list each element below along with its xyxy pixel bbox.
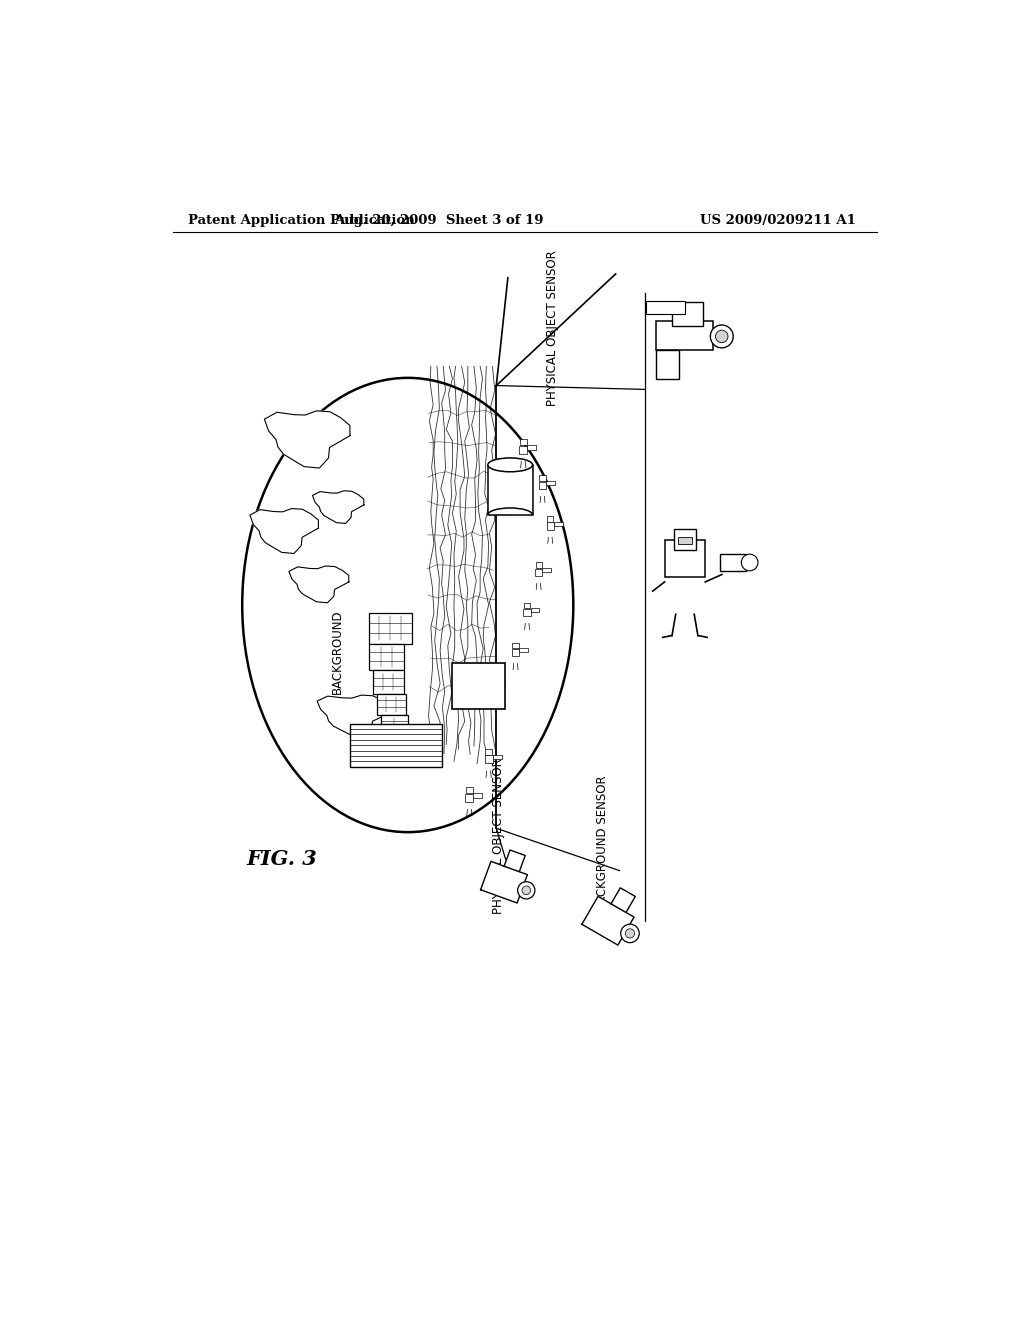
Bar (546, 480, 555, 486)
Bar (543, 568, 551, 573)
Bar (665, 540, 706, 577)
Bar (554, 521, 562, 527)
Text: PHYSICAL
OBJECT B: PHYSICAL OBJECT B (501, 465, 520, 515)
Bar (547, 516, 553, 521)
Bar (678, 537, 692, 544)
Bar (674, 529, 696, 549)
Bar (672, 302, 703, 326)
Text: US 2009/0209211 A1: US 2009/0209211 A1 (700, 214, 856, 227)
Circle shape (626, 929, 635, 939)
Bar (720, 554, 745, 570)
Circle shape (621, 924, 639, 942)
Text: PHYSICAL OBJECT SENSOR: PHYSICAL OBJECT SENSOR (547, 249, 559, 405)
Circle shape (518, 882, 535, 899)
Bar (536, 562, 542, 568)
Polygon shape (317, 696, 390, 737)
Bar (484, 755, 493, 763)
Text: PHYSICAL OBJECT SENSOR: PHYSICAL OBJECT SENSOR (493, 758, 506, 913)
Bar (524, 602, 530, 609)
Bar (539, 482, 546, 488)
Polygon shape (504, 850, 525, 871)
Text: FIG. 3: FIG. 3 (246, 849, 316, 869)
Bar (519, 648, 528, 652)
Bar (466, 787, 473, 793)
Bar (520, 440, 526, 445)
Polygon shape (312, 491, 364, 524)
Bar (466, 793, 473, 801)
Text: Aug. 20, 2009  Sheet 3 of 19: Aug. 20, 2009 Sheet 3 of 19 (334, 214, 544, 227)
Bar (350, 725, 442, 767)
Bar (512, 648, 519, 656)
Bar (535, 569, 543, 576)
Text: PHYSICAL
OBJECT A: PHYSICAL OBJECT A (452, 675, 506, 697)
Bar (523, 609, 530, 616)
Ellipse shape (487, 458, 532, 471)
Bar (530, 609, 540, 612)
Polygon shape (264, 411, 350, 469)
Bar (656, 350, 679, 379)
Bar (370, 612, 412, 644)
Bar (646, 301, 685, 314)
Bar (493, 755, 502, 759)
Circle shape (741, 554, 758, 570)
Bar (547, 523, 554, 529)
Circle shape (716, 330, 728, 343)
Bar (519, 446, 527, 454)
Polygon shape (289, 566, 349, 603)
Circle shape (522, 886, 530, 895)
Text: BACKGROUND SENSOR: BACKGROUND SENSOR (596, 775, 609, 912)
Circle shape (711, 325, 733, 348)
Bar (370, 644, 403, 671)
Polygon shape (611, 888, 635, 912)
Bar (487, 465, 532, 515)
Bar (373, 671, 403, 693)
Bar (656, 321, 714, 350)
Bar (485, 748, 492, 755)
Polygon shape (250, 508, 318, 553)
Bar (385, 734, 431, 751)
Bar (512, 643, 518, 648)
Text: Patent Application Publication: Patent Application Publication (188, 214, 415, 227)
Polygon shape (582, 896, 634, 945)
Text: BACKGROUND: BACKGROUND (331, 609, 343, 693)
Bar (381, 715, 408, 734)
Bar (527, 445, 537, 450)
Polygon shape (480, 862, 527, 903)
Bar (540, 475, 546, 480)
Bar (453, 663, 505, 709)
Bar (377, 693, 407, 715)
Bar (473, 793, 482, 797)
